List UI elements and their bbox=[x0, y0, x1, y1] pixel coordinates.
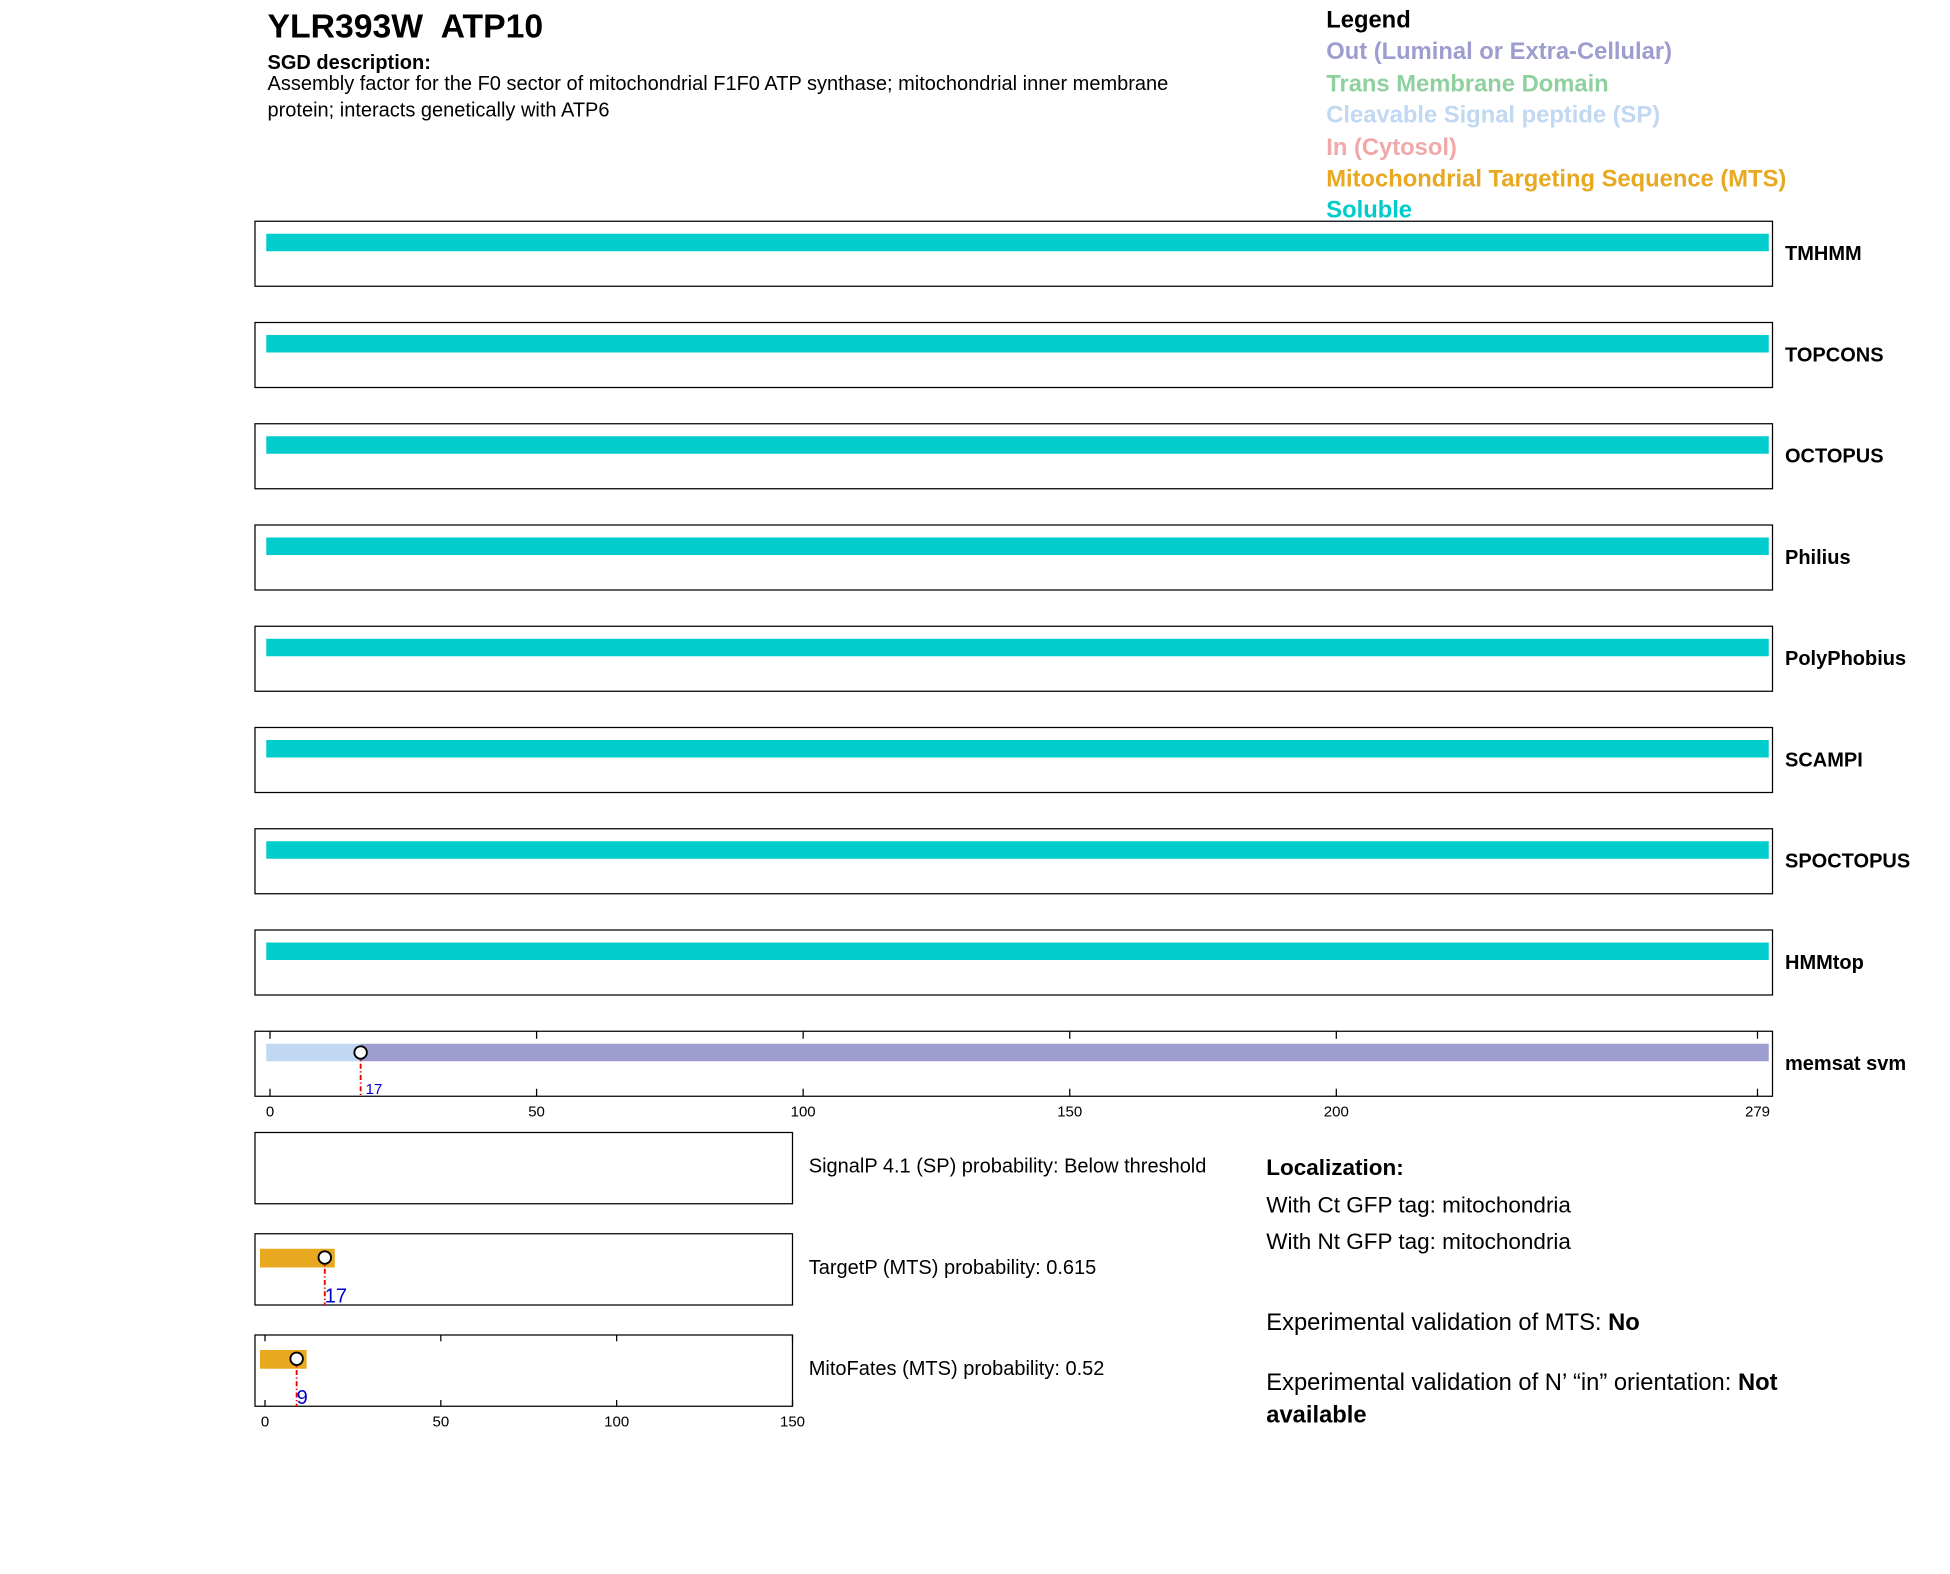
x-tick-label: 50 bbox=[528, 1103, 545, 1120]
track-name: memsat svm bbox=[1785, 1053, 1906, 1075]
track-box bbox=[254, 929, 1774, 996]
panel-label: MitoFates (MTS) probability: 0.52 bbox=[809, 1358, 1105, 1380]
segment bbox=[266, 436, 1769, 454]
track-name: SCAMPI bbox=[1785, 749, 1863, 771]
track-box bbox=[254, 321, 1774, 389]
description-label: SGD description: bbox=[267, 52, 431, 74]
segment bbox=[266, 1043, 361, 1062]
cleavage-marker bbox=[353, 1045, 368, 1060]
localization-line: With Nt GFP tag: mitochondria bbox=[1266, 1228, 1571, 1254]
segment bbox=[266, 233, 1769, 252]
segment bbox=[266, 841, 1769, 859]
segment bbox=[266, 740, 1769, 758]
legend-title: Legend bbox=[1326, 7, 1411, 34]
panel-box bbox=[254, 1131, 794, 1205]
track-box bbox=[254, 220, 1774, 287]
localization-line: With Ct GFP tag: mitochondria bbox=[1266, 1191, 1571, 1217]
validation-value: Not available bbox=[1266, 1370, 1778, 1429]
track-name: Philius bbox=[1785, 547, 1851, 569]
track-box bbox=[254, 828, 1774, 895]
x-tick-label: 100 bbox=[604, 1413, 629, 1430]
segment bbox=[260, 1248, 335, 1268]
cleavage-label: 17 bbox=[366, 1081, 383, 1098]
track-name: TOPCONS bbox=[1785, 344, 1884, 366]
track-name: OCTOPUS bbox=[1785, 446, 1884, 468]
track-box bbox=[254, 726, 1774, 794]
track-box bbox=[254, 423, 1774, 490]
panel-box bbox=[254, 1334, 794, 1407]
validation-label: Experimental validation of N’ “in” orien… bbox=[1266, 1370, 1732, 1397]
x-tick-label: 100 bbox=[791, 1103, 816, 1120]
panel-label: SignalP 4.1 (SP) probability: Below thre… bbox=[809, 1156, 1207, 1178]
legend-item: Cleavable Signal peptide (SP) bbox=[1326, 102, 1661, 130]
validation-label: Experimental validation of MTS: bbox=[1266, 1310, 1602, 1337]
segment bbox=[266, 537, 1769, 555]
validation: Experimental validation of MTS: No bbox=[1266, 1308, 1854, 1341]
segment bbox=[266, 942, 1769, 960]
x-tick-label: 150 bbox=[1057, 1103, 1082, 1120]
track-box bbox=[254, 1030, 1774, 1097]
track-name: TMHMM bbox=[1785, 243, 1862, 265]
segment bbox=[360, 1043, 1769, 1062]
legend-item: Trans Membrane Domain bbox=[1326, 71, 1609, 98]
localization-title: Localization: bbox=[1266, 1155, 1404, 1180]
cleavage-marker bbox=[289, 1351, 304, 1366]
panel-label: TargetP (MTS) probability: 0.615 bbox=[809, 1257, 1097, 1279]
track-box bbox=[254, 625, 1774, 692]
x-tick-label: 0 bbox=[261, 1413, 269, 1430]
legend-item: Soluble bbox=[1326, 198, 1413, 225]
track-box bbox=[254, 524, 1774, 591]
legend-item: Out (Luminal or Extra-Cellular) bbox=[1326, 39, 1672, 66]
track-name: SPOCTOPUS bbox=[1785, 851, 1910, 873]
localization: Localization: With Ct GFP tag: mitochond… bbox=[1266, 1150, 1571, 1261]
description: Assembly factor for the F0 sector of mit… bbox=[267, 73, 1169, 122]
segment bbox=[266, 335, 1769, 353]
cleavage-marker bbox=[317, 1250, 332, 1265]
legend-item: In (Cytosol) bbox=[1326, 134, 1457, 161]
segment bbox=[266, 638, 1769, 657]
x-tick-label: 150 bbox=[780, 1413, 805, 1430]
legend: Legend Out (Luminal or Extra-Cellular) Tr… bbox=[1326, 5, 1786, 227]
track-name: PolyPhobius bbox=[1785, 648, 1906, 670]
validation-value: No bbox=[1608, 1310, 1640, 1337]
x-tick-label: 0 bbox=[266, 1103, 274, 1120]
track-name: HMMtop bbox=[1785, 952, 1864, 974]
cleavage-label: 17 bbox=[325, 1286, 347, 1308]
title: YLR393W ATP10 bbox=[267, 7, 544, 46]
validation: Experimental validation of N’ “in” orien… bbox=[1266, 1368, 1854, 1433]
cleavage-label: 9 bbox=[297, 1387, 308, 1409]
panel-box bbox=[254, 1233, 794, 1306]
legend-item: Mitochondrial Targeting Sequence (MTS) bbox=[1326, 166, 1787, 193]
x-tick-label: 50 bbox=[432, 1413, 449, 1430]
x-tick-label: 279 bbox=[1745, 1103, 1770, 1120]
x-tick-label: 200 bbox=[1324, 1103, 1349, 1120]
